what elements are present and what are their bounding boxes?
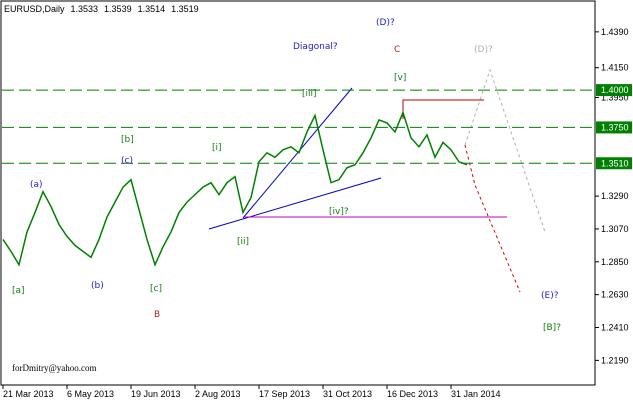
x-tick-label: 31 Oct 2013 [323,389,372,399]
wave-label: (E)? [541,291,559,301]
header: EURUSD,Daily 1.3533 1.3539 1.3514 1.3519 [4,4,199,14]
y-tick-label: 1.3290 [601,191,629,201]
y-tick-label: 1.3950 [601,93,629,103]
wave-label: (b) [91,281,104,291]
symbol: EURUSD,Daily [4,4,65,14]
y-tick-label: 1.2410 [601,323,629,333]
annotation: Diagonal? [293,42,338,52]
wave-label: [iv]? [329,207,349,217]
y-tick-label: 1.4150 [601,63,629,73]
wave-label: B [154,310,160,320]
y-tick-label: 1.2190 [601,355,629,365]
wave-label: [c] [150,284,162,294]
ohlc: 1.3533 1.3539 1.3514 1.3519 [71,4,199,14]
y-tick-label: 1.2850 [601,257,629,267]
x-tick-label: 2 Aug 2013 [195,389,241,399]
level-box [596,121,632,134]
wave-label: (a) [30,180,43,190]
wave-label: [a] [12,286,25,296]
level-box [596,84,632,97]
y-tick-label: 1.2630 [601,290,629,300]
x-tick-label: 6 May 2013 [67,389,114,399]
ohlc-value: 1.3514 [138,4,166,14]
wave-label: (D)? [474,45,493,55]
trend-line [208,177,382,230]
wave-label: [v] [394,73,406,83]
level-label: 1.3510 [601,158,629,168]
ohlc-value: 1.3533 [71,4,99,14]
wave-label: [B]? [543,323,561,333]
x-tick-label: 17 Sep 2013 [259,389,310,399]
wave-label: [iii] [302,89,317,99]
level-label: 1.4000 [601,85,629,95]
forecast-line [464,68,546,233]
wave-label: [ii] [237,237,249,247]
x-tick-label: 19 Jun 2013 [131,389,181,399]
price-line [2,110,468,267]
level-box [596,157,632,170]
credit: forDmitry@yahoo.com [12,363,97,373]
y-tick-label: 1.3070 [601,224,629,234]
forecast-line [464,144,521,293]
x-tick-label: 21 Mar 2013 [3,389,54,399]
ohlc-value: 1.3539 [104,4,132,14]
plot-frame [0,0,596,386]
y-tick-label: 1.4390 [601,27,629,37]
x-tick-label: 16 Dec 2013 [387,389,438,399]
level-label: 1.3750 [601,122,629,132]
drawings [208,68,546,293]
wave-label: C [394,45,400,55]
wave-label: (c) [121,156,133,166]
trend-line [242,87,353,219]
wave-label: [b] [121,135,134,145]
x-tick-label: 31 Jan 2014 [451,389,501,399]
wave-label: [i] [212,143,222,153]
wave-label: (D)? [376,18,395,28]
ohlc-value: 1.3519 [171,4,199,14]
